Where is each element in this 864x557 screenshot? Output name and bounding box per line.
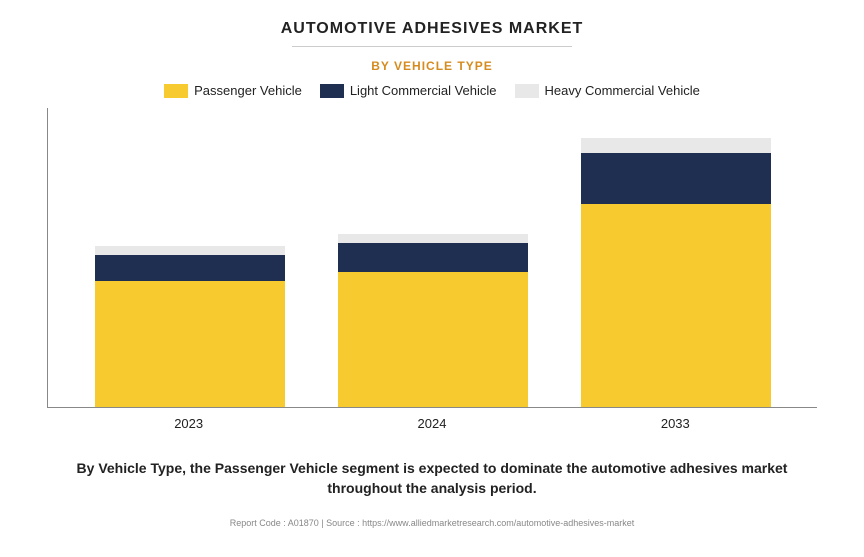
bar-2024-light: [338, 243, 528, 273]
footer-source: Source : https://www.alliedmarketresearc…: [326, 518, 634, 528]
summary-text: By Vehicle Type, the Passenger Vehicle s…: [30, 459, 834, 498]
bar-2023: [95, 108, 285, 407]
footer-report-code: Report Code : A01870: [230, 518, 319, 528]
bar-2023-heavy: [95, 246, 285, 255]
legend-item-passenger: Passenger Vehicle: [164, 83, 302, 98]
legend-label-light: Light Commercial Vehicle: [350, 83, 497, 98]
chart-plot-area: [47, 108, 817, 408]
bar-2023-light: [95, 255, 285, 282]
bar-2024: [338, 108, 528, 407]
footer: Report Code : A01870 | Source : https://…: [30, 518, 834, 528]
bars-container: [48, 108, 817, 407]
legend-swatch-heavy: [515, 84, 539, 98]
legend-swatch-passenger: [164, 84, 188, 98]
legend-label-passenger: Passenger Vehicle: [194, 83, 302, 98]
bar-2033-passenger: [581, 204, 771, 407]
legend-label-heavy: Heavy Commercial Vehicle: [545, 83, 700, 98]
title-underline: [292, 46, 572, 47]
bar-2024-passenger: [338, 272, 528, 407]
legend-swatch-light: [320, 84, 344, 98]
legend-item-light: Light Commercial Vehicle: [320, 83, 497, 98]
bar-2033-heavy: [581, 138, 771, 153]
x-axis-labels: 2023 2024 2033: [47, 416, 817, 431]
legend-item-heavy: Heavy Commercial Vehicle: [515, 83, 700, 98]
x-label-2024: 2024: [337, 416, 527, 431]
x-label-2023: 2023: [94, 416, 284, 431]
chart-title: AUTOMOTIVE ADHESIVES MARKET: [30, 20, 834, 46]
bar-2024-heavy: [338, 234, 528, 243]
bar-2023-passenger: [95, 281, 285, 407]
summary-line2: throughout the analysis period.: [327, 480, 536, 496]
bar-2033-light: [581, 153, 771, 204]
x-label-2033: 2033: [580, 416, 770, 431]
bar-2033: [581, 108, 771, 407]
summary-line1: By Vehicle Type, the Passenger Vehicle s…: [77, 460, 788, 476]
legend: Passenger Vehicle Light Commercial Vehic…: [30, 83, 834, 98]
chart-subtitle: BY VEHICLE TYPE: [30, 59, 834, 73]
